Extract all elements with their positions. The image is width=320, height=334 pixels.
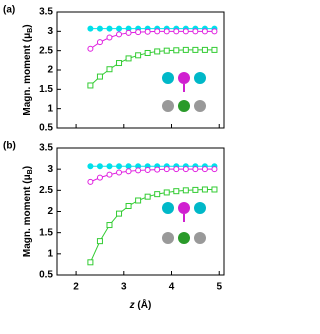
marker xyxy=(192,166,199,173)
y-tick-label: 1 xyxy=(47,103,53,114)
marker xyxy=(116,163,123,170)
marker xyxy=(87,25,94,32)
marker xyxy=(144,49,151,56)
panel-label: (b) xyxy=(3,141,16,152)
marker xyxy=(125,29,132,36)
marker xyxy=(192,186,199,193)
marker xyxy=(154,28,161,35)
marker xyxy=(144,28,151,35)
y-label-text: Magn. moment (μ xyxy=(22,33,33,116)
marker xyxy=(87,82,94,89)
marker xyxy=(106,222,113,229)
x-tick-label: 3 xyxy=(121,282,127,293)
y-tick-label: 0.5 xyxy=(39,123,53,134)
y-tick-label: 3.5 xyxy=(39,7,53,18)
marker xyxy=(211,186,218,193)
figure: 0.511.522.533.5(a)Magn. moment (μB)0.511… xyxy=(3,5,225,311)
marker xyxy=(163,28,170,35)
marker xyxy=(125,202,132,209)
marker xyxy=(96,73,103,80)
marker xyxy=(201,46,208,53)
y-tick-label: 2.5 xyxy=(39,45,53,56)
y-tick-label: 1.5 xyxy=(39,84,53,95)
y-label-text: Magn. moment (μ xyxy=(22,174,33,257)
y-tick-label: 0.5 xyxy=(39,270,53,281)
marker xyxy=(144,193,151,200)
marker xyxy=(135,197,142,204)
marker xyxy=(96,174,103,181)
marker xyxy=(182,46,189,53)
marker xyxy=(135,167,142,174)
marker xyxy=(106,25,113,32)
marker xyxy=(182,166,189,173)
marker xyxy=(211,166,218,173)
marker xyxy=(87,178,94,185)
x-tick-label: 2 xyxy=(73,282,79,293)
marker xyxy=(106,66,113,73)
y-tick-label: 3.5 xyxy=(39,143,53,154)
marker xyxy=(125,168,132,175)
marker xyxy=(125,55,132,62)
marker xyxy=(96,39,103,46)
marker xyxy=(182,28,189,35)
y-label-end: ) xyxy=(22,24,33,27)
marker xyxy=(116,169,123,176)
molecule-a xyxy=(162,72,206,112)
marker xyxy=(173,28,180,35)
marker xyxy=(116,25,123,32)
marker xyxy=(163,47,170,54)
marker xyxy=(192,28,199,35)
y-axis-label: Magn. moment (μB) xyxy=(22,24,34,115)
marker xyxy=(106,171,113,178)
y-label-sub: B xyxy=(27,28,34,33)
marker xyxy=(154,191,161,198)
y-tick-label: 2.5 xyxy=(39,185,53,196)
marker xyxy=(96,238,103,245)
y-tick-label: 2 xyxy=(47,206,53,217)
marker xyxy=(106,34,113,41)
marker xyxy=(135,52,142,59)
y-tick-label: 2 xyxy=(47,65,53,76)
x-label-end: (Å) xyxy=(135,298,152,311)
marker xyxy=(87,259,94,266)
marker xyxy=(201,186,208,193)
marker xyxy=(144,167,151,174)
y-tick-label: 3 xyxy=(47,164,53,175)
marker xyxy=(116,210,123,217)
x-axis-label: z (Å) xyxy=(129,298,152,311)
marker xyxy=(163,166,170,173)
marker xyxy=(173,47,180,54)
molecule-b xyxy=(162,202,206,244)
marker xyxy=(116,60,123,67)
marker xyxy=(96,25,103,32)
marker xyxy=(106,163,113,170)
x-tick-label: 5 xyxy=(216,282,222,293)
marker xyxy=(201,28,208,35)
y-tick-label: 1 xyxy=(47,248,53,259)
x-label-text: z xyxy=(129,300,135,311)
y-tick-label: 3 xyxy=(47,26,53,37)
marker xyxy=(135,29,142,36)
marker xyxy=(182,187,189,194)
marker xyxy=(87,45,94,52)
marker xyxy=(211,46,218,53)
marker xyxy=(192,46,199,53)
marker xyxy=(96,163,103,170)
marker xyxy=(173,188,180,195)
marker xyxy=(116,31,123,38)
panel-label: (a) xyxy=(3,5,15,16)
marker xyxy=(201,166,208,173)
marker xyxy=(125,163,132,170)
y-label-sub: B xyxy=(27,169,34,174)
marker xyxy=(87,163,94,170)
marker xyxy=(211,28,218,35)
x-tick-label: 4 xyxy=(169,282,175,293)
y-tick-label: 1.5 xyxy=(39,227,53,238)
y-axis-label: Magn. moment (μB) xyxy=(22,166,34,257)
marker xyxy=(154,166,161,173)
y-label-end: ) xyxy=(22,166,33,169)
marker xyxy=(163,189,170,196)
marker xyxy=(173,166,180,173)
marker xyxy=(154,48,161,55)
